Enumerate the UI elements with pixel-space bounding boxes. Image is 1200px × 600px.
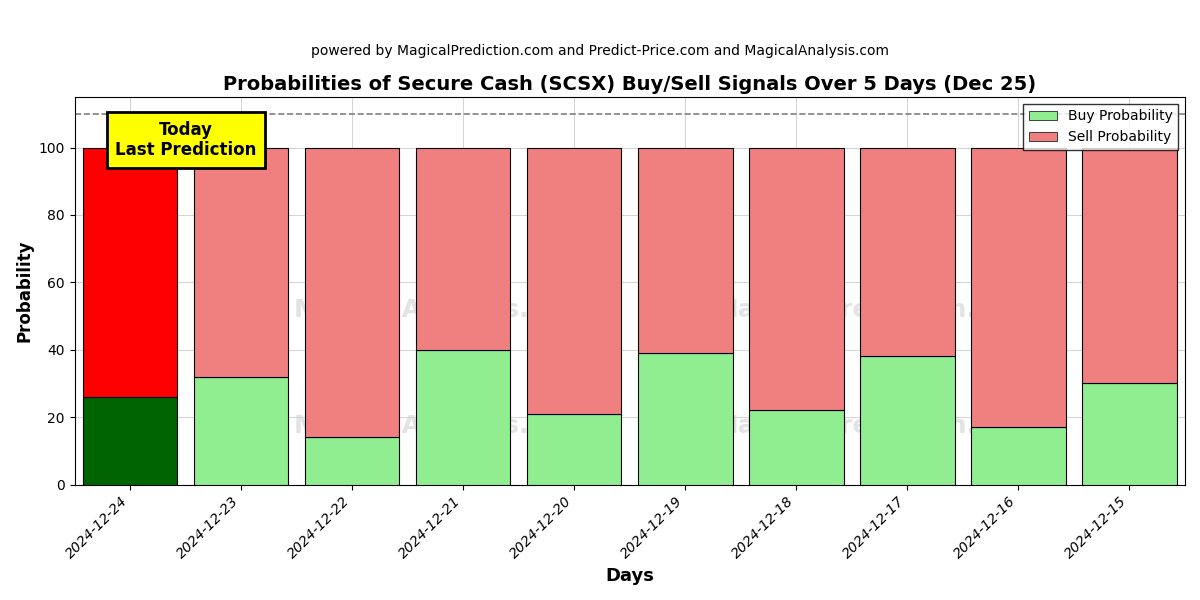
Bar — [527, 148, 622, 414]
Bar — [1082, 383, 1177, 485]
Bar — [194, 377, 288, 485]
Bar — [416, 350, 510, 485]
X-axis label: Days: Days — [605, 567, 654, 585]
Bar — [638, 148, 732, 353]
Bar — [527, 414, 622, 485]
Bar — [749, 410, 844, 485]
Bar — [860, 356, 955, 485]
Text: MagicalAnalysis.com: MagicalAnalysis.com — [294, 415, 588, 439]
Bar — [83, 397, 178, 485]
Text: Today
Last Prediction: Today Last Prediction — [115, 121, 257, 160]
Bar — [749, 148, 844, 410]
Bar — [83, 148, 178, 397]
Bar — [971, 148, 1066, 427]
Text: powered by MagicalPrediction.com and Predict-Price.com and MagicalAnalysis.com: powered by MagicalPrediction.com and Pre… — [311, 44, 889, 58]
Bar — [305, 148, 400, 437]
Text: MagicalPrediction.com: MagicalPrediction.com — [714, 298, 1034, 322]
Title: Probabilities of Secure Cash (SCSX) Buy/Sell Signals Over 5 Days (Dec 25): Probabilities of Secure Cash (SCSX) Buy/… — [223, 75, 1037, 94]
Bar — [1082, 148, 1177, 383]
Y-axis label: Probability: Probability — [16, 239, 34, 342]
Bar — [305, 437, 400, 485]
Bar — [194, 148, 288, 377]
Bar — [860, 148, 955, 356]
Bar — [416, 148, 510, 350]
Text: MagicalAnalysis.com: MagicalAnalysis.com — [294, 298, 588, 322]
Legend: Buy Probability, Sell Probability: Buy Probability, Sell Probability — [1024, 104, 1178, 150]
Text: MagicalPrediction.com: MagicalPrediction.com — [714, 415, 1034, 439]
Bar — [638, 353, 732, 485]
Bar — [971, 427, 1066, 485]
